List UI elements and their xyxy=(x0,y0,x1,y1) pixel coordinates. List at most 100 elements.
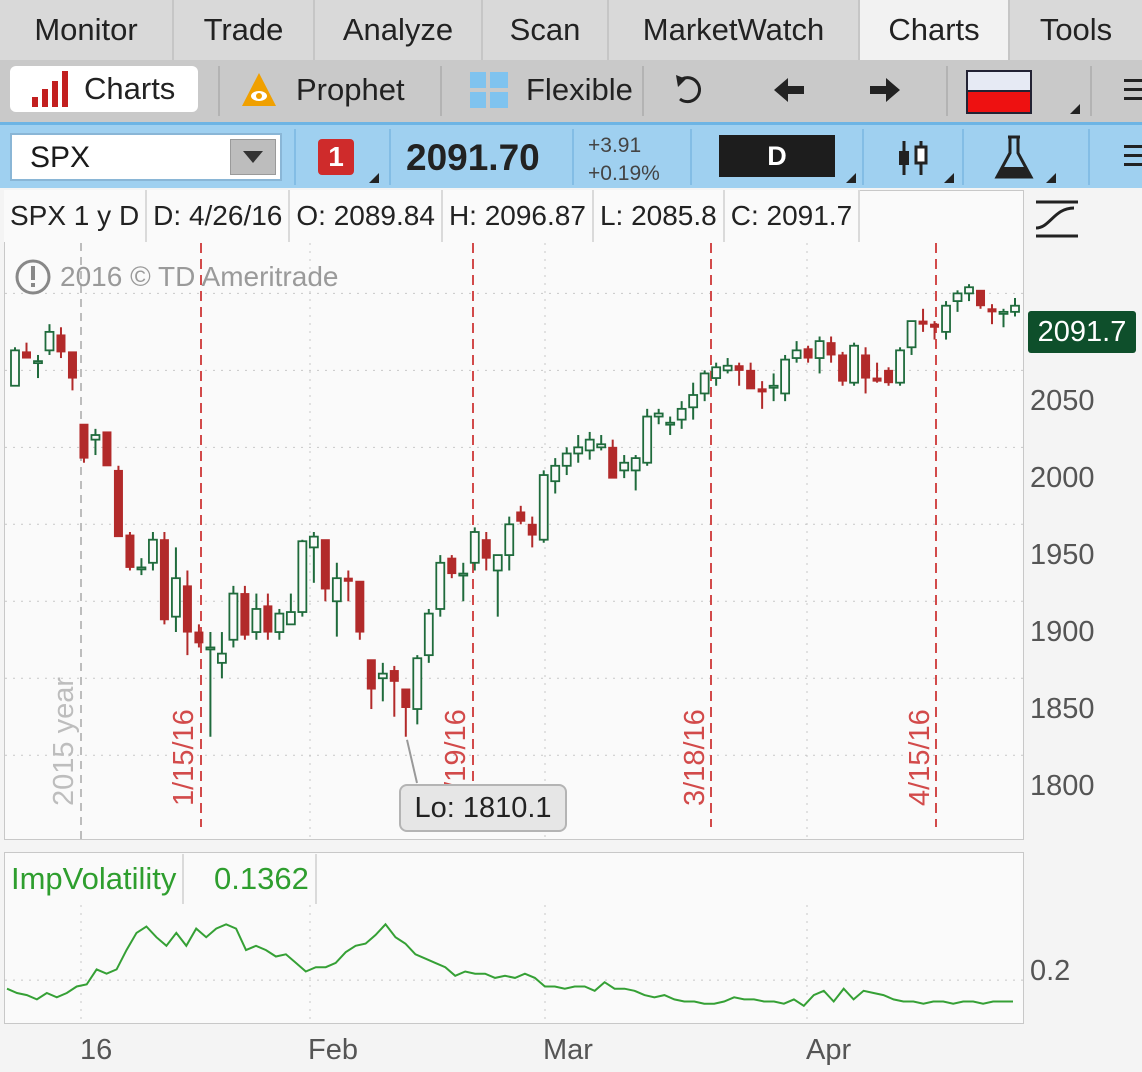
candle-body xyxy=(596,443,607,449)
color-swatch-icon xyxy=(966,70,1032,114)
candle-body xyxy=(711,366,722,379)
candle-body xyxy=(906,320,917,349)
candle-body xyxy=(21,351,31,359)
drawing-tools-button[interactable] xyxy=(1032,196,1082,247)
link-group-badge[interactable]: 1 xyxy=(318,139,354,175)
color-swatch-button[interactable] xyxy=(966,70,1032,114)
candle-body xyxy=(791,349,802,359)
candle-body xyxy=(331,577,342,603)
tab-scan[interactable]: Scan xyxy=(483,0,609,60)
candle-body xyxy=(722,364,733,372)
candle-body xyxy=(320,539,330,590)
menu-icon xyxy=(1124,79,1142,100)
candle-body xyxy=(240,593,250,636)
tab-tools[interactable]: Tools xyxy=(1039,12,1113,47)
candle-body xyxy=(251,608,262,633)
aggregation-period-button[interactable]: D xyxy=(719,135,835,177)
candle-body xyxy=(171,577,181,618)
candle-body xyxy=(263,605,273,633)
candle-body xyxy=(688,394,699,409)
tooltip-pointer xyxy=(406,739,418,784)
candle-body xyxy=(366,659,376,690)
candle-body xyxy=(964,286,974,295)
event-label: 3/18/16 xyxy=(679,709,711,806)
info-alert-icon xyxy=(15,259,51,295)
ohlc-info-row: SPX 1 y D D: 4/26/16 O: 2089.84 H: 2096.… xyxy=(4,190,861,242)
volatility-panel[interactable] xyxy=(4,852,1024,1024)
menu-icon xyxy=(1124,145,1142,166)
flexible-button[interactable]: Flexible xyxy=(470,64,640,116)
candle-body xyxy=(952,292,963,302)
candle-body xyxy=(768,384,779,389)
candle-body xyxy=(573,446,584,455)
candle-body xyxy=(102,431,112,467)
candle-body xyxy=(481,539,491,559)
candle-body xyxy=(401,688,411,708)
flask-icon xyxy=(994,135,1034,179)
charts-button[interactable]: Charts xyxy=(10,66,198,112)
candle-body xyxy=(125,534,135,568)
candle-body xyxy=(699,372,710,395)
candle-body xyxy=(630,457,641,472)
candle-body xyxy=(285,611,296,626)
tab-monitor[interactable]: Monitor xyxy=(0,0,174,60)
candle-body xyxy=(33,360,43,365)
candle-body xyxy=(504,523,515,556)
candle-body xyxy=(389,670,399,682)
toolbar-menu-button[interactable] xyxy=(1120,64,1142,116)
back-button[interactable] xyxy=(772,64,812,116)
undo-icon xyxy=(676,75,701,104)
candle-body xyxy=(67,351,77,379)
symbol-input[interactable]: SPX xyxy=(30,141,91,174)
candle-body xyxy=(113,469,123,538)
price-chart-panel[interactable] xyxy=(4,190,1024,840)
x-axis-label: Feb xyxy=(308,1034,358,1066)
tab-analyze[interactable]: Analyze xyxy=(315,0,483,60)
net-change: +3.91 xyxy=(588,134,642,157)
symbol-selector[interactable]: SPX xyxy=(10,133,282,181)
candle-body xyxy=(757,388,767,393)
prophet-button[interactable]: Prophet xyxy=(240,64,430,116)
candle-body xyxy=(803,348,813,359)
undo-button[interactable] xyxy=(672,64,712,116)
symbol-dropdown-button[interactable] xyxy=(230,139,276,175)
candle-body xyxy=(228,592,239,641)
copyright-watermark: 2016 © TD Ameritrade xyxy=(14,258,338,296)
chevron-down-icon xyxy=(243,151,263,163)
chart-description: SPX 1 y D xyxy=(4,190,148,242)
candle-body xyxy=(780,358,791,395)
arrow-right-icon xyxy=(870,78,900,102)
last-price: 2091.70 xyxy=(406,137,540,178)
candle-body xyxy=(998,310,1009,315)
tab-marketwatch[interactable]: MarketWatch xyxy=(609,0,860,60)
candle-body xyxy=(343,577,353,582)
symbol-bar-menu-button[interactable] xyxy=(1118,141,1142,176)
tab-charts[interactable]: Charts xyxy=(860,0,1010,60)
tab-trade[interactable]: Trade xyxy=(174,0,315,60)
candle-body xyxy=(194,631,204,644)
candle-body xyxy=(734,365,744,371)
x-axis-label: Apr xyxy=(806,1034,852,1066)
price-axis-label: 2050 xyxy=(1030,385,1095,417)
candle-body xyxy=(884,369,894,384)
chart-style-button[interactable] xyxy=(896,139,930,182)
candlestick-style-icon xyxy=(899,141,928,175)
volatility-chart[interactable] xyxy=(5,905,1023,1023)
bar-low: L: 2085.8 xyxy=(593,190,725,242)
event-label: 1/15/16 xyxy=(168,709,200,806)
price-axis-label: 1850 xyxy=(1030,693,1095,725)
candle-body xyxy=(182,585,192,633)
candle-body xyxy=(79,423,89,459)
candle-body xyxy=(814,340,825,359)
volatility-axis-label: 0.2 xyxy=(1030,955,1071,987)
candle-body xyxy=(838,354,848,382)
price-axis-label: 1950 xyxy=(1030,539,1095,571)
symbol-bar: SPX 1 2091.70 +3.91 +0.19% D xyxy=(0,122,1142,188)
forward-button[interactable] xyxy=(868,64,908,116)
candle-body xyxy=(584,438,595,452)
price-chart[interactable] xyxy=(5,243,1023,839)
candle-body xyxy=(469,531,480,564)
candle-body xyxy=(653,412,664,418)
studies-button[interactable] xyxy=(994,135,1034,186)
candle-body xyxy=(676,407,687,421)
